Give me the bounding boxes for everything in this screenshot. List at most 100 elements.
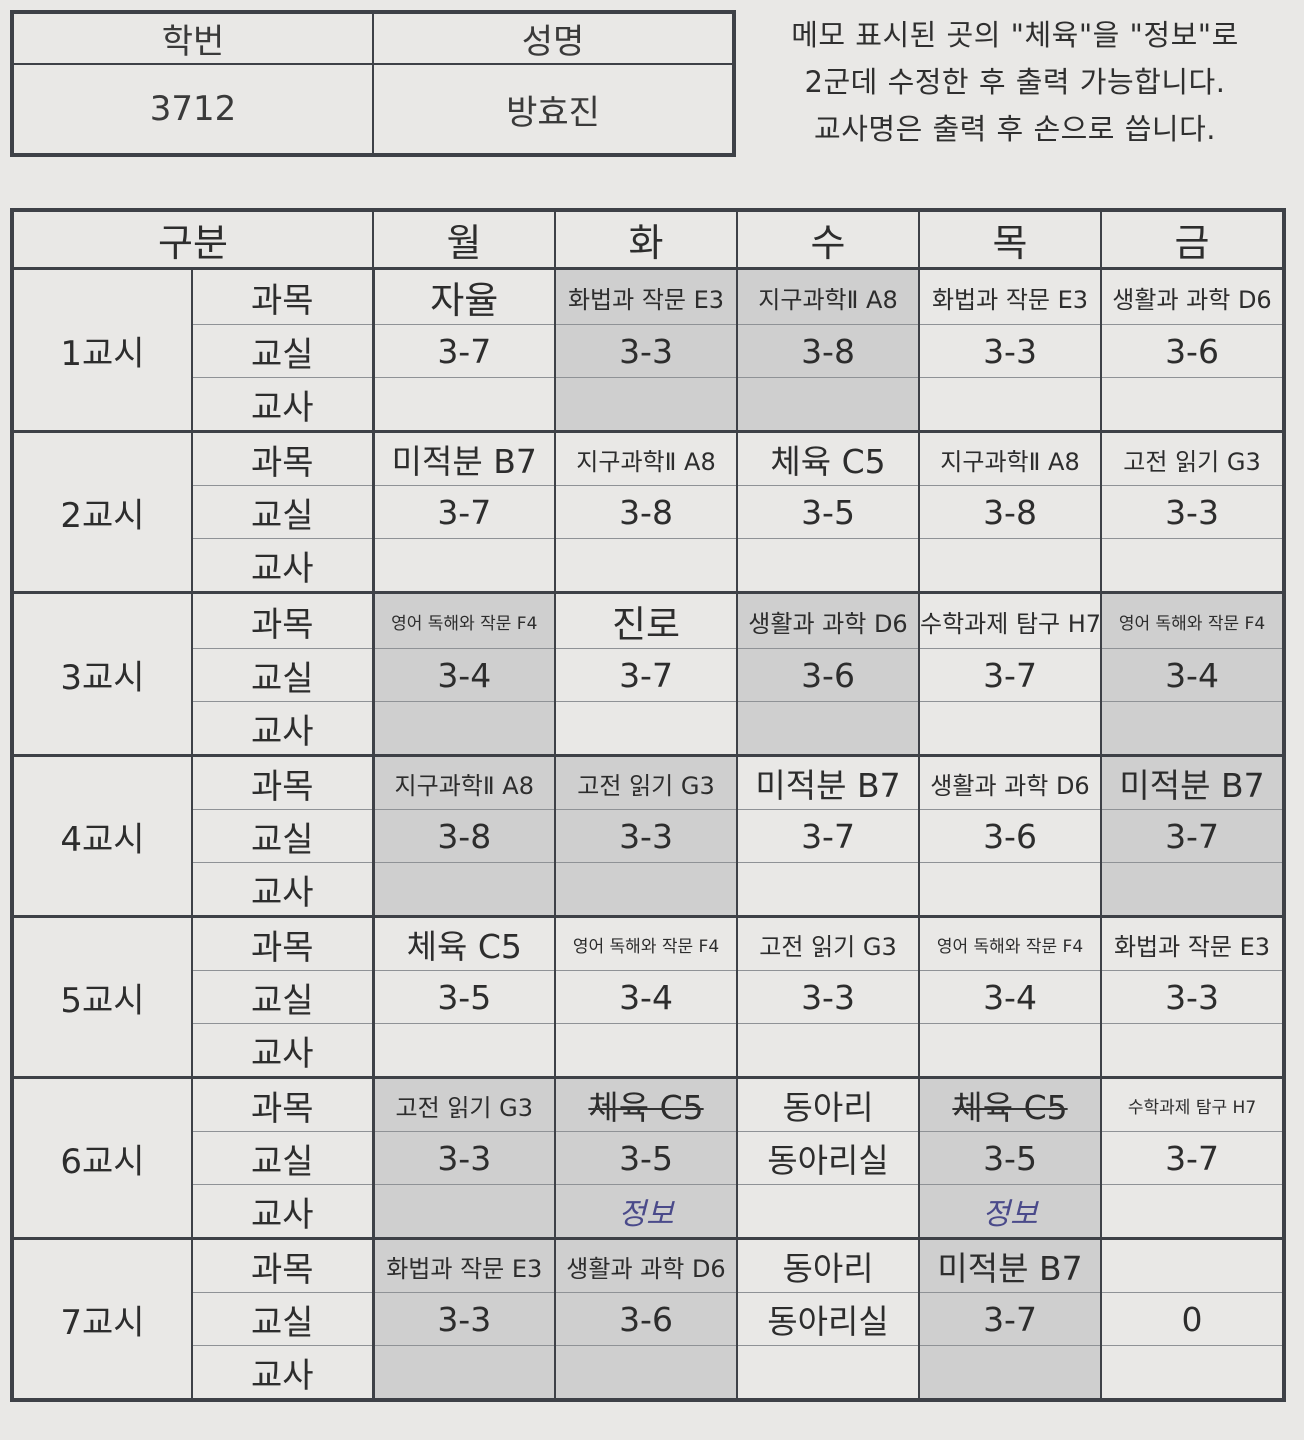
subject-text: 영어 독해와 작문 F4 bbox=[391, 613, 538, 634]
period-row: 2교시 과목 미적분 B7 지구과학Ⅱ A8 체육 C5 지구과학Ⅱ A8 고전 읽기 G3 bbox=[11, 430, 1285, 593]
teacher-cell bbox=[1100, 862, 1285, 917]
period-row: 교실 3-7 3-3 3-8 3-3 3-6 bbox=[12, 324, 1285, 378]
room-text: 3-6 bbox=[1165, 331, 1219, 371]
subject-cell: 화법과 작문 E3 bbox=[372, 1237, 556, 1293]
period-row: 교실 3-5 3-4 3-3 3-4 3-3 bbox=[12, 970, 1285, 1024]
period-label: 6교시 bbox=[11, 1076, 193, 1239]
field-label: 과목 bbox=[191, 1076, 375, 1132]
field-label: 교실 bbox=[191, 485, 375, 539]
subject-text: 고전 읽기 G3 bbox=[577, 771, 715, 800]
period-row: 1교시 과목 자율 화법과 작문 E3 지구과학Ⅱ A8 화법과 작문 E3 생활과 과학 … bbox=[11, 267, 1285, 432]
subject-cell: 수학과제 탐구 H7 bbox=[1100, 1076, 1285, 1132]
subject-cell: 지구과학Ⅱ A8 bbox=[372, 754, 556, 810]
subject-cell: 지구과학Ⅱ A8 bbox=[736, 267, 920, 325]
student-name-value: 방효진 bbox=[372, 63, 735, 156]
room-cell: 3-4 bbox=[372, 648, 556, 702]
period-label: 7교시 bbox=[11, 1237, 193, 1401]
category-header: 구분 bbox=[11, 209, 374, 270]
room-text: 동아리실 bbox=[767, 1141, 889, 1180]
field-label: 교실 bbox=[191, 809, 375, 863]
period-row: 교사 bbox=[12, 1345, 1285, 1401]
room-cell: 3-5 bbox=[918, 1131, 1102, 1185]
room-cell: 3-6 bbox=[554, 1292, 738, 1346]
room-cell: 3-8 bbox=[918, 485, 1102, 539]
day-header: 화 bbox=[554, 209, 738, 270]
subject-text: 고전 읽기 G3 bbox=[395, 1093, 533, 1122]
teacher-cell bbox=[554, 1345, 738, 1401]
teacher-cell bbox=[372, 1345, 556, 1401]
period-row: 교사 bbox=[12, 862, 1285, 917]
subject-cell: 동아리 bbox=[736, 1076, 920, 1132]
room-text: 3-7 bbox=[437, 331, 492, 371]
subject-cell: 지구과학Ⅱ A8 bbox=[554, 430, 738, 486]
subject-cell: 미적분 B7 bbox=[372, 430, 556, 486]
subject-text: 진로 bbox=[611, 603, 681, 646]
subject-text: 생활과 과학 D6 bbox=[930, 771, 1090, 800]
subject-cell: 고전 읽기 G3 bbox=[372, 1076, 556, 1132]
teacher-cell bbox=[372, 538, 556, 593]
teacher-cell bbox=[372, 701, 556, 756]
room-cell: 동아리실 bbox=[736, 1131, 920, 1185]
subject-cell: 생활과 과학 D6 bbox=[736, 591, 920, 649]
room-text: 3-3 bbox=[983, 331, 1037, 371]
room-text: 3-4 bbox=[619, 977, 673, 1017]
teacher-cell bbox=[1100, 1184, 1285, 1239]
subject-cell: 미적분 B7 bbox=[736, 754, 920, 810]
room-text: 3-3 bbox=[619, 816, 673, 856]
field-label: 교사 bbox=[191, 377, 375, 432]
field-label: 교사 bbox=[191, 701, 375, 756]
subject-text: 영어 독해와 작문 F4 bbox=[572, 936, 720, 957]
subject-text: 체육 C5 bbox=[952, 1088, 1068, 1127]
subject-cell: 생활과 과학 D6 bbox=[1100, 267, 1285, 325]
subject-text: 영어 독해와 작문 F4 bbox=[1118, 613, 1266, 634]
room-text: 3-7 bbox=[983, 1299, 1037, 1339]
subject-cell: 미적분 B7 bbox=[918, 1237, 1102, 1293]
period-row: 3교시 과목 영어 독해와 작문 F4 진로 생활과 과학 D6 수학과제 탐구 H7 영어… bbox=[11, 591, 1285, 756]
room-cell: 3-3 bbox=[372, 1131, 556, 1185]
room-text: 3-6 bbox=[983, 816, 1037, 856]
room-text: 3-4 bbox=[983, 977, 1037, 1017]
subject-text: 미적분 B7 bbox=[1119, 766, 1265, 805]
field-label: 교사 bbox=[191, 1345, 375, 1401]
teacher-cell bbox=[736, 377, 920, 432]
teacher-cell bbox=[918, 862, 1102, 917]
teacher-cell bbox=[372, 1184, 556, 1239]
room-text: 3-4 bbox=[437, 655, 492, 695]
teacher-cell bbox=[918, 538, 1102, 593]
teacher-cell bbox=[918, 1023, 1102, 1078]
subject-cell: 화법과 작문 E3 bbox=[918, 267, 1102, 325]
room-cell: 3-8 bbox=[554, 485, 738, 539]
room-text: 동아리실 bbox=[767, 1302, 889, 1341]
teacher-handwriting: 정보 bbox=[982, 1197, 1038, 1232]
field-label: 과목 bbox=[191, 591, 375, 649]
room-text: 3-3 bbox=[801, 977, 855, 1017]
subject-text: 화법과 작문 E3 bbox=[567, 285, 725, 314]
subject-cell: 지구과학Ⅱ A8 bbox=[918, 430, 1102, 486]
period-row: 7교시 과목 화법과 작문 E3 생활과 과학 D6 동아리 미적분 B7 bbox=[11, 1237, 1285, 1401]
room-text: 3-6 bbox=[619, 1299, 673, 1339]
room-text: 3-5 bbox=[437, 977, 492, 1017]
field-label: 과목 bbox=[191, 430, 375, 486]
teacher-cell bbox=[554, 538, 738, 593]
field-label: 교실 bbox=[191, 1292, 375, 1346]
room-cell: 3-4 bbox=[1100, 648, 1285, 702]
teacher-cell bbox=[372, 377, 556, 432]
subject-cell: 수학과제 탐구 H7 bbox=[918, 591, 1102, 649]
period-row: 교사 bbox=[12, 377, 1285, 432]
subject-cell: 고전 읽기 G3 bbox=[554, 754, 738, 810]
room-text: 3-7 bbox=[801, 816, 855, 856]
teacher-cell bbox=[918, 377, 1102, 432]
room-cell: 3-6 bbox=[918, 809, 1102, 863]
room-cell: 3-6 bbox=[1100, 324, 1285, 378]
room-text: 3-3 bbox=[437, 1299, 492, 1339]
student-info-table: 학번 성명 3712 방효진 bbox=[10, 10, 736, 157]
teacher-cell bbox=[1100, 701, 1285, 756]
subject-cell: 고전 읽기 G3 bbox=[736, 915, 920, 971]
teacher-cell bbox=[736, 862, 920, 917]
student-id-label: 학번 bbox=[11, 11, 374, 65]
room-text: 3-8 bbox=[619, 492, 673, 532]
subject-cell: 영어 독해와 작문 F4 bbox=[372, 591, 556, 649]
field-label: 교사 bbox=[191, 538, 375, 593]
teacher-cell bbox=[736, 1184, 920, 1239]
subject-cell: 영어 독해와 작문 F4 bbox=[1100, 591, 1285, 649]
